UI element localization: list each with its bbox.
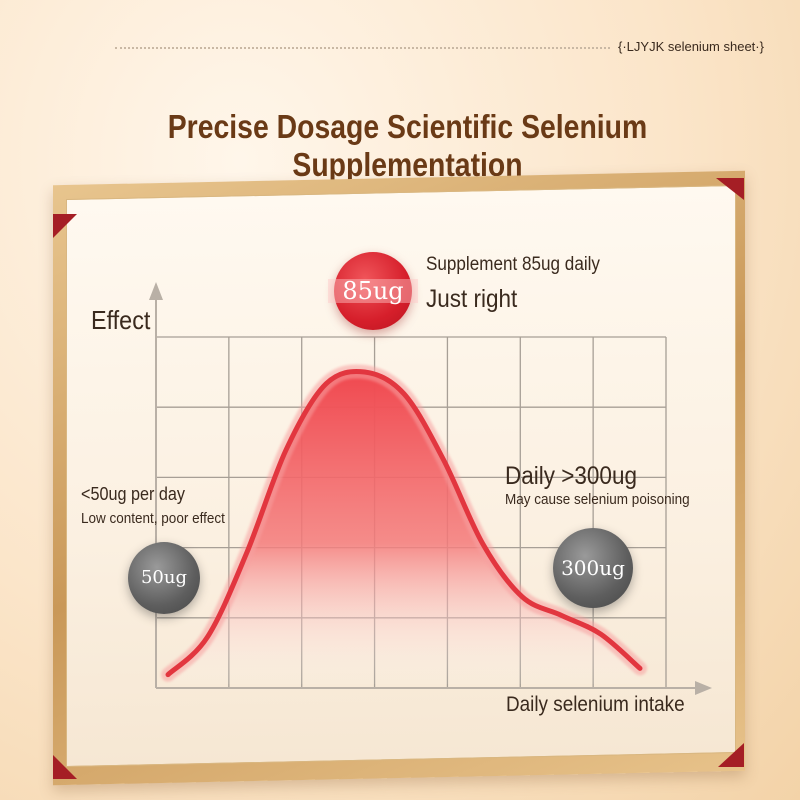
annotation-top-line1: Supplement 85ug daily	[426, 254, 600, 275]
corner-ornament-top-left	[53, 214, 77, 238]
badge-85ug: 85ug	[328, 252, 418, 330]
annotation-right-line2: May cause selenium poisoning	[505, 491, 690, 508]
badge-300ug: 300ug	[553, 528, 633, 608]
corner-ornament-bottom-left	[53, 755, 77, 779]
corner-ornament-top-right	[716, 178, 744, 200]
chart-axes	[149, 282, 712, 695]
corner-ornament-bottom-right	[718, 743, 744, 767]
badge-85ug-text: 85ug	[342, 277, 404, 305]
annotation-left-line2: Low content, poor effect	[81, 510, 225, 527]
annotation-left-line1: <50ug per day	[81, 484, 186, 504]
badge-50ug: 50ug	[128, 542, 200, 614]
header-dotted-line	[115, 47, 610, 49]
sheet-tag: {·LJYJK selenium sheet·}	[618, 39, 764, 54]
x-axis-arrow	[695, 681, 712, 695]
effect-area-fill	[168, 371, 640, 684]
badge-300ug-text: 300ug	[561, 556, 625, 580]
page-title: Precise Dosage Scientific Selenium Suppl…	[167, 108, 648, 183]
badge-50ug-text: 50ug	[140, 567, 188, 588]
effect-curve-line	[165, 368, 643, 678]
badge-highlight-band	[328, 279, 418, 303]
annotation-top-line2: Just right	[426, 285, 518, 313]
annotation-right-line1: Daily >300ug	[505, 462, 637, 490]
y-axis-arrow	[149, 282, 163, 300]
x-axis-label: Daily selenium intake	[506, 693, 685, 716]
y-axis-label: Effect	[91, 305, 151, 335]
